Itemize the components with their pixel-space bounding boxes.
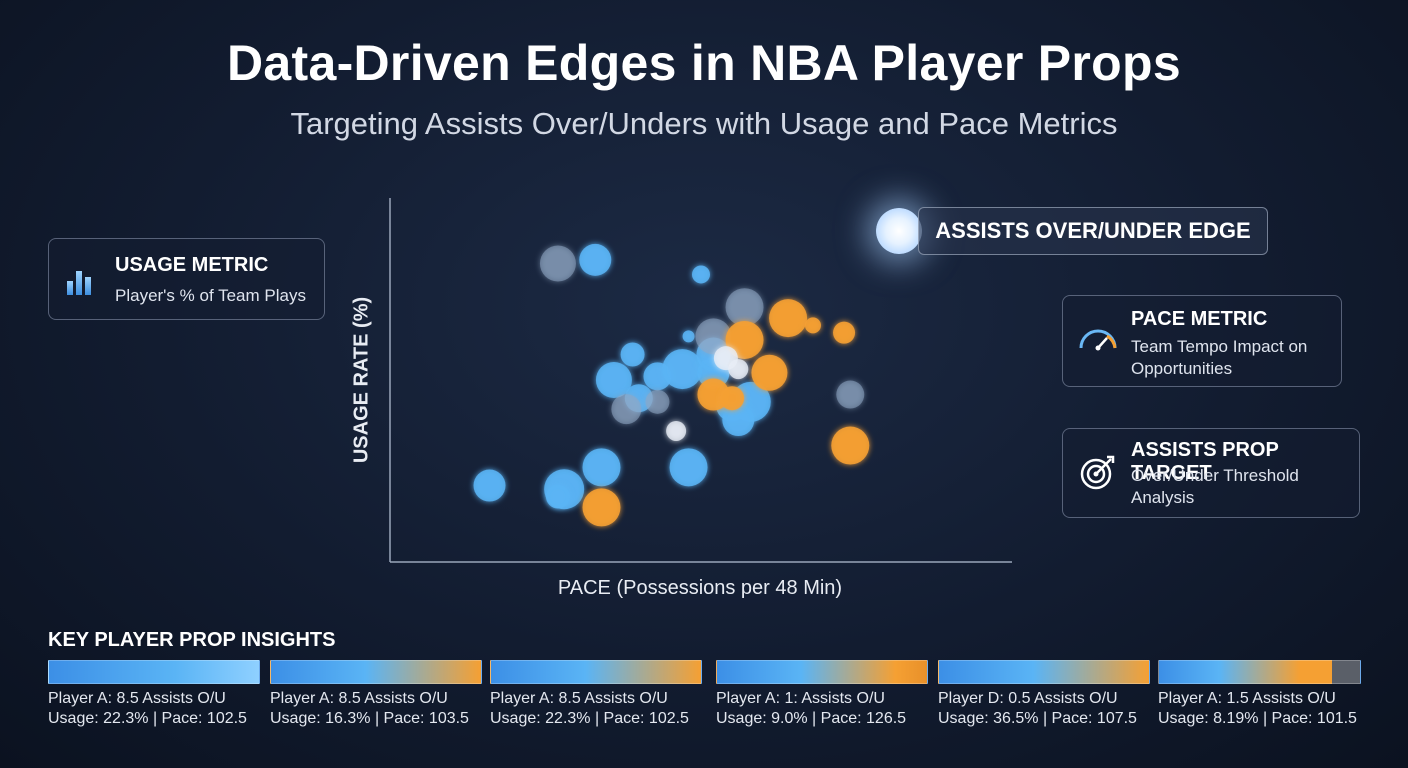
target-icon xyxy=(1080,455,1115,490)
scatter-point-orange xyxy=(751,354,788,391)
insight-card: Player A: 1.5 Assists O/U Usage: 8.19% |… xyxy=(1158,660,1361,728)
insight-card: Player A: 1: Assists O/U Usage: 9.0% | P… xyxy=(716,660,928,728)
scatter-point-blue xyxy=(692,265,710,284)
assists-prop-target-card: ASSISTS PROP TARGET Over/Under Threshold… xyxy=(1062,428,1360,518)
insight-stats-line: Usage: 9.0% | Pace: 126.5 xyxy=(716,710,907,727)
insight-card: Player D: 0.5 Assists O/U Usage: 36.5% |… xyxy=(938,660,1150,728)
scatter-point-blue xyxy=(579,243,612,276)
scatter-point-gray-blue xyxy=(611,394,642,425)
scatter-point-white xyxy=(666,420,687,441)
insight-stats-line: Usage: 36.5% | Pace: 107.5 xyxy=(938,710,1137,727)
speedometer-icon xyxy=(1079,329,1117,351)
insight-prop-line: Player D: 0.5 Assists O/U xyxy=(938,690,1118,707)
scatter-point-blue xyxy=(669,448,708,487)
page-subtitle: Targeting Assists Over/Unders with Usage… xyxy=(290,106,1118,141)
insight-prop-line: Player A: 8.5 Assists O/U xyxy=(270,690,448,707)
scatter-points xyxy=(473,243,870,527)
y-axis-label: USAGE RATE (%) xyxy=(350,296,373,464)
prop-card-description-line2: Analysis xyxy=(1131,488,1195,507)
pace-metric-card: PACE METRIC Team Tempo Impact on Opportu… xyxy=(1062,295,1342,387)
insight-stats-line: Usage: 22.3% | Pace: 102.5 xyxy=(490,710,689,727)
usage-pace-scatter-chart xyxy=(389,198,1012,563)
prop-card-description-line1: Over/Under Threshold xyxy=(1131,466,1299,485)
scatter-point-blue xyxy=(620,342,645,367)
scatter-point-gray-blue xyxy=(725,288,764,327)
page-title: Data-Driven Edges in NBA Player Props xyxy=(227,35,1181,91)
scatter-point-blue xyxy=(473,469,506,502)
scatter-point-blue xyxy=(582,448,621,487)
insight-bar xyxy=(1158,660,1361,684)
scatter-point-blue xyxy=(545,484,570,509)
scatter-point-blue xyxy=(595,362,632,398)
usage-card-description: Player's % of Team Plays xyxy=(115,286,306,305)
insights-title: KEY PLAYER PROP INSIGHTS xyxy=(48,629,336,651)
insight-card: Player A: 8.5 Assists O/U Usage: 22.3% |… xyxy=(48,660,260,728)
insight-bar xyxy=(490,660,702,684)
scatter-point-orange xyxy=(804,317,821,334)
scatter-point-orange xyxy=(582,488,621,527)
scatter-point-blue xyxy=(722,404,755,437)
pace-card-description-line1: Team Tempo Impact on xyxy=(1131,337,1308,356)
scatter-point-orange xyxy=(833,321,856,344)
prop-card-title: ASSISTS PROP TARGET xyxy=(1131,439,1279,484)
scatter-point-blue xyxy=(662,349,703,390)
insight-stats-line: Usage: 8.19% | Pace: 101.5 xyxy=(1158,710,1357,727)
insight-prop-line: Player A: 1: Assists O/U xyxy=(716,690,885,707)
scatter-point-white xyxy=(728,359,749,380)
edge-label: ASSISTS OVER/UNDER EDGE xyxy=(918,207,1268,255)
scatter-point-gray-blue xyxy=(539,245,576,282)
bar-chart-icon xyxy=(67,271,91,295)
insight-stats-line: Usage: 22.3% | Pace: 102.5 xyxy=(48,710,247,727)
insight-card: Player A: 8.5 Assists O/U Usage: 16.3% |… xyxy=(270,660,482,728)
insight-card: Player A: 8.5 Assists O/U Usage: 22.3% |… xyxy=(490,660,702,728)
insight-prop-line: Player A: 1.5 Assists O/U xyxy=(1158,690,1336,707)
usage-metric-card: USAGE METRIC Player's % of Team Plays xyxy=(48,238,325,320)
scatter-point-gray-blue xyxy=(695,318,732,355)
scatter-point-orange xyxy=(720,386,745,411)
scatter-point-orange xyxy=(725,320,764,359)
scatter-point-orange xyxy=(831,426,870,465)
scatter-point-blue xyxy=(682,330,695,343)
insight-bar xyxy=(48,660,260,684)
usage-card-title: USAGE METRIC xyxy=(115,254,269,276)
pace-card-title: PACE METRIC xyxy=(1131,308,1268,330)
scatter-point-gray-blue xyxy=(836,380,865,409)
highlight-glow-dot xyxy=(876,208,922,254)
insight-stats-line: Usage: 16.3% | Pace: 103.5 xyxy=(270,710,469,727)
insight-prop-line: Player A: 8.5 Assists O/U xyxy=(48,690,226,707)
insight-bar xyxy=(270,660,482,684)
scatter-point-gray-blue xyxy=(645,389,670,414)
x-axis-label: PACE (Possessions per 48 Min) xyxy=(557,577,843,599)
insight-prop-line: Player A: 8.5 Assists O/U xyxy=(490,690,668,707)
scatter-point-orange xyxy=(769,299,808,338)
insight-bar xyxy=(716,660,928,684)
pace-card-description-line2: Opportunities xyxy=(1131,359,1233,378)
insight-bar xyxy=(938,660,1150,684)
